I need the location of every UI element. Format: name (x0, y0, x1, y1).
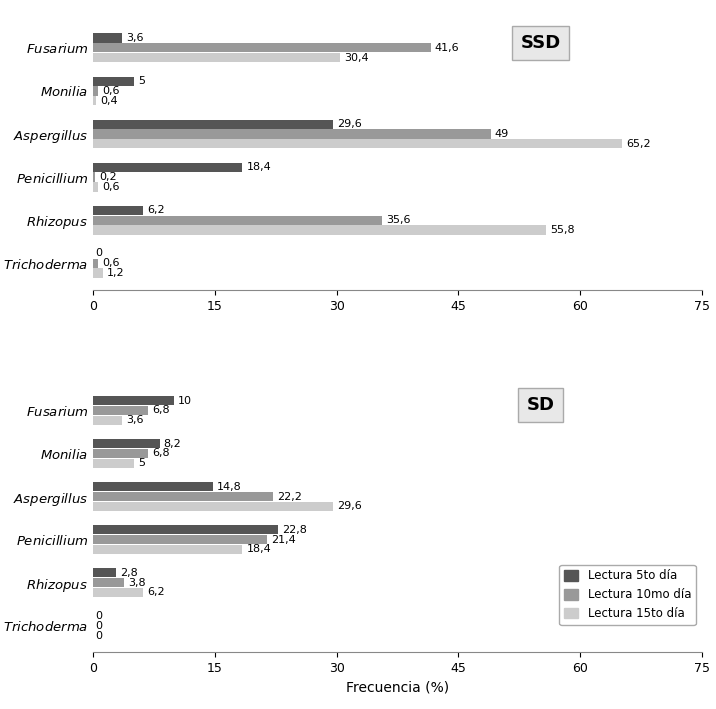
Bar (93, 206, 143, 215)
Text: 3,8: 3,8 (128, 578, 145, 588)
Text: 29,6: 29,6 (337, 119, 362, 129)
Text: 10: 10 (178, 396, 193, 406)
Bar (93, 588, 143, 597)
Bar (93, 77, 134, 86)
Text: 6,2: 6,2 (147, 205, 165, 216)
Bar (93, 86, 98, 96)
Bar (93, 216, 382, 225)
Text: 6,2: 6,2 (147, 588, 165, 598)
Text: 0,6: 0,6 (102, 182, 120, 192)
Text: 2,8: 2,8 (120, 568, 137, 578)
Text: 18,4: 18,4 (246, 162, 271, 172)
Bar (93, 449, 148, 458)
Bar (93, 578, 124, 587)
Bar (93, 53, 340, 62)
Bar (93, 525, 278, 534)
Text: 3,6: 3,6 (126, 415, 144, 425)
Bar (93, 130, 490, 138)
Bar (93, 535, 267, 544)
Bar (93, 568, 116, 577)
Bar (93, 162, 243, 172)
Bar (93, 43, 430, 52)
Text: 0,6: 0,6 (102, 86, 120, 96)
Text: 5: 5 (137, 458, 145, 469)
Bar (93, 406, 148, 415)
Bar (93, 502, 333, 511)
Bar (93, 396, 174, 405)
Text: 3,6: 3,6 (126, 33, 144, 43)
Text: SD: SD (526, 396, 554, 414)
Text: 0,6: 0,6 (102, 258, 120, 268)
Bar (93, 96, 97, 106)
Text: SSD: SSD (521, 34, 561, 52)
Text: 6,8: 6,8 (153, 406, 170, 415)
Text: 14,8: 14,8 (217, 481, 242, 491)
Text: 0,2: 0,2 (99, 172, 117, 182)
Text: 65,2: 65,2 (626, 139, 651, 149)
Text: 21,4: 21,4 (271, 535, 296, 545)
Text: 5: 5 (137, 76, 145, 86)
Text: 41,6: 41,6 (435, 43, 460, 53)
Text: 55,8: 55,8 (550, 225, 574, 235)
Text: 22,8: 22,8 (282, 525, 307, 535)
Text: 6,8: 6,8 (153, 449, 170, 459)
Text: 49: 49 (495, 129, 509, 139)
Text: 35,6: 35,6 (386, 215, 410, 225)
Text: 18,4: 18,4 (246, 545, 271, 554)
Text: 0: 0 (95, 630, 102, 640)
X-axis label: Frecuencia (%): Frecuencia (%) (346, 681, 449, 695)
Bar (93, 415, 122, 425)
Text: 0: 0 (95, 248, 102, 258)
Bar (93, 120, 333, 128)
Bar (93, 545, 243, 554)
Legend: Lectura 5to día, Lectura 10mo día, Lectura 15to día: Lectura 5to día, Lectura 10mo día, Lectu… (559, 564, 696, 625)
Bar (93, 259, 98, 268)
Bar (93, 140, 622, 148)
Bar (93, 482, 213, 491)
Bar (93, 172, 95, 182)
Text: 1,2: 1,2 (107, 268, 125, 278)
Bar (93, 459, 134, 468)
Bar (93, 269, 103, 278)
Text: 29,6: 29,6 (337, 501, 362, 511)
Bar (93, 225, 546, 235)
Text: 0,4: 0,4 (100, 96, 118, 106)
Bar (93, 492, 274, 501)
Text: 22,2: 22,2 (277, 491, 302, 501)
Bar (93, 439, 160, 448)
Bar (93, 182, 98, 191)
Text: 0: 0 (95, 610, 102, 620)
Bar (93, 33, 122, 43)
Text: 8,2: 8,2 (164, 439, 181, 449)
Text: 0: 0 (95, 620, 102, 630)
Text: 30,4: 30,4 (344, 53, 369, 63)
